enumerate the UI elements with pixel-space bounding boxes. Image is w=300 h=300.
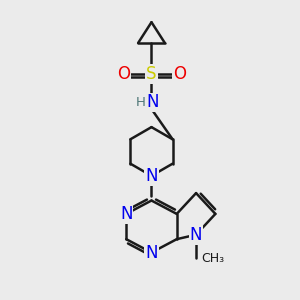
Text: N: N <box>145 167 158 185</box>
Text: N: N <box>147 93 159 111</box>
Text: O: O <box>117 65 130 83</box>
Text: H: H <box>135 96 145 109</box>
Text: N: N <box>145 244 158 262</box>
Text: O: O <box>173 65 186 83</box>
Text: N: N <box>120 205 133 223</box>
Text: CH₃: CH₃ <box>201 252 224 265</box>
Text: N: N <box>190 226 202 244</box>
Text: S: S <box>146 65 157 83</box>
